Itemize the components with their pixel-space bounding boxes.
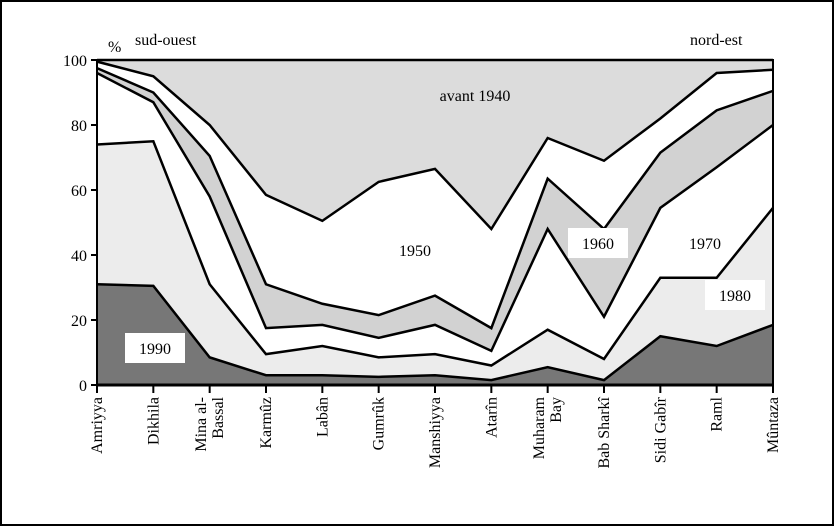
area-edge	[96, 283, 774, 382]
area	[97, 61, 773, 329]
series-label: 1970	[689, 236, 721, 253]
x-tick-label: Dikhila	[145, 397, 162, 445]
annotation: sud-ouest	[135, 32, 197, 49]
label-box	[125, 333, 185, 363]
series-label: avant 1940	[440, 88, 511, 105]
area	[97, 68, 773, 351]
y-tick-label: 0	[79, 378, 87, 395]
x-tick-label: Labân	[314, 397, 331, 437]
x-tick-label-text: Mûntaza	[765, 397, 782, 453]
label-box	[705, 280, 765, 310]
area-edge	[96, 139, 774, 367]
x-tick-label-text: Sidi Gabîr	[652, 396, 669, 463]
area	[97, 284, 773, 385]
x-tick-label: Raml	[709, 396, 726, 431]
x-tick-label-text: Bab Sharkî	[596, 396, 613, 468]
x-tick-label-text: Karmûz	[258, 397, 275, 449]
x-tick-label-text: Gumrûk	[371, 397, 388, 450]
series-label: 1960	[582, 236, 614, 253]
unit-label: %	[108, 39, 121, 56]
area	[97, 60, 773, 229]
x-tick-label-text: Amriyya	[89, 397, 106, 454]
x-tick-label: Sidi Gabîr	[652, 396, 669, 463]
y-tick-label: 60	[71, 183, 87, 200]
y-tick-label: 100	[63, 53, 87, 70]
x-tick-label: MuharamBay	[531, 396, 565, 459]
annotation: nord-est	[690, 32, 743, 49]
series-label: 1980	[719, 288, 751, 305]
series-label: 1950	[399, 243, 431, 260]
x-tick-label-text: Manshiyya	[427, 397, 444, 468]
y-tick-label: 20	[71, 313, 87, 330]
x-tick-label-text: Mina al-Bassal	[193, 396, 227, 451]
series-label: 1990	[139, 341, 171, 358]
x-tick-label: Mina al-Bassal	[193, 396, 227, 451]
area-edge	[96, 60, 774, 232]
x-tick-label: Amriyya	[89, 397, 106, 454]
y-tick-label: 80	[71, 118, 87, 135]
x-tick-label: Manshiyya	[427, 397, 444, 468]
x-tick-label: Atarîn	[483, 397, 500, 438]
y-tick-label: 40	[71, 248, 87, 265]
x-tick-label-text: Raml	[709, 396, 726, 431]
x-tick-label: Mûntaza	[765, 397, 782, 453]
area-edge	[96, 66, 774, 330]
label-box	[568, 228, 628, 258]
area-edge	[96, 71, 774, 353]
x-tick-label: Karmûz	[258, 397, 275, 449]
x-tick-label-text: MuharamBay	[531, 396, 565, 459]
x-tick-label-text: Atarîn	[483, 397, 500, 438]
x-tick-label-text: Labân	[314, 397, 331, 437]
x-tick-label-text: Dikhila	[145, 397, 162, 445]
x-tick-label: Bab Sharkî	[596, 396, 613, 468]
x-tick-label: Gumrûk	[371, 397, 388, 450]
